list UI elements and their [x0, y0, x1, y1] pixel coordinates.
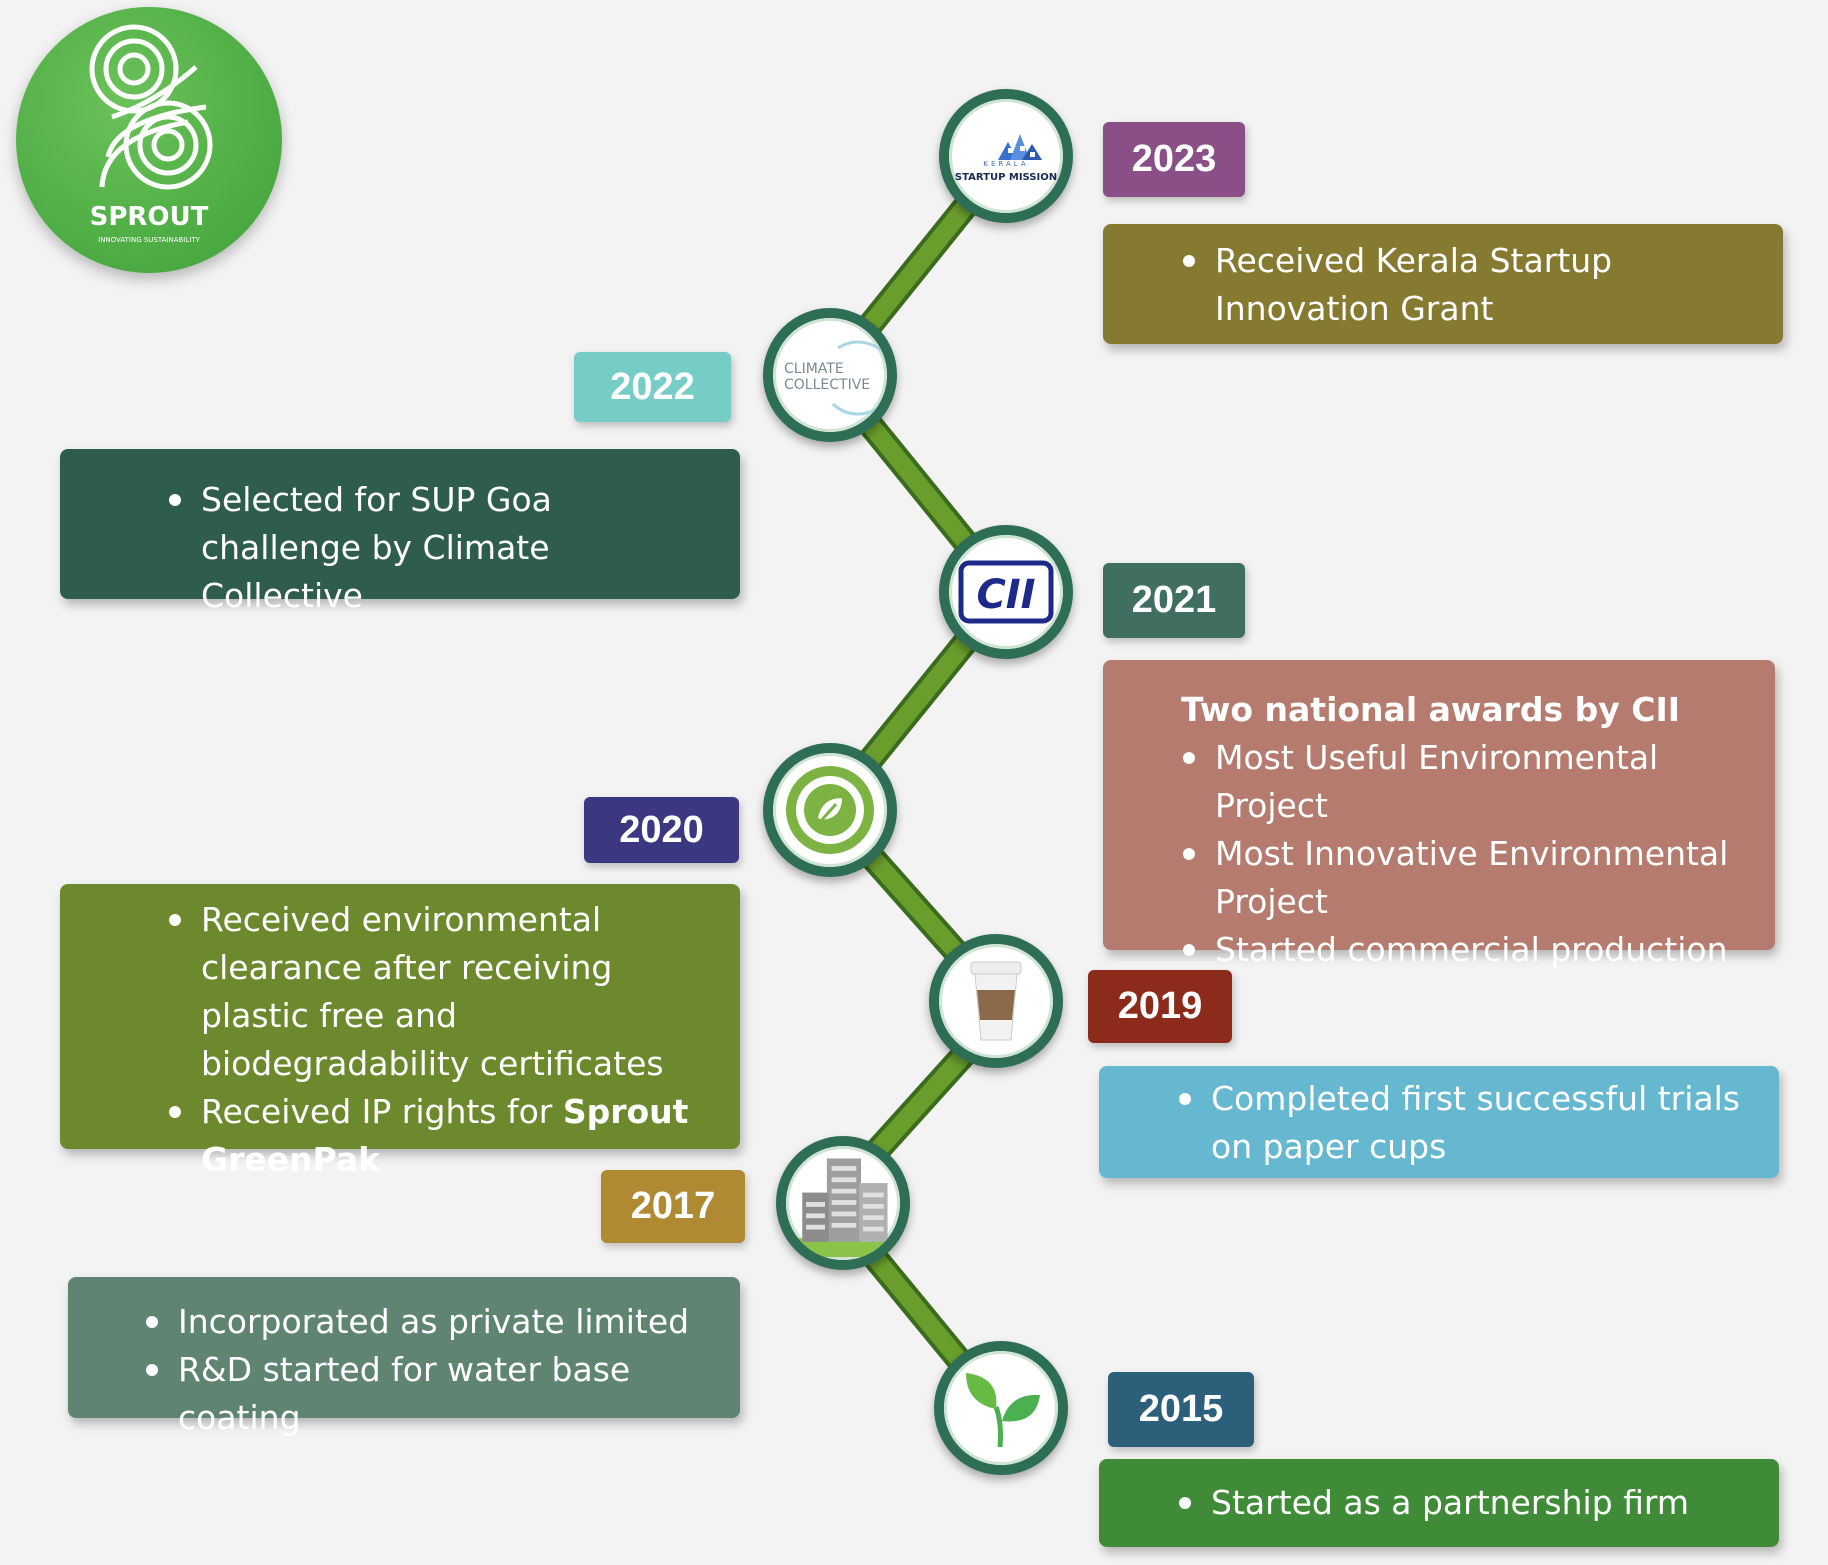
- node-2023: KERALA STARTUP MISSION: [939, 89, 1073, 223]
- kerala-startup-mission-icon: [998, 134, 1042, 160]
- event-item: Started commercial production: [1181, 926, 1755, 974]
- climate-collective-caption: CLIMATE COLLECTIVE: [784, 361, 871, 393]
- cii-logo-icon: CII: [958, 560, 1054, 624]
- event-box-2022: Selected for SUP Goa challenge by Climat…: [60, 449, 740, 615]
- paper-cup-icon: [970, 961, 1022, 1041]
- node-2022: CLIMATE COLLECTIVE: [763, 308, 897, 442]
- event-item: Most Useful Environmental Project: [1181, 734, 1755, 830]
- svg-text:CII: CII: [976, 572, 1035, 618]
- event-box-2017: Incorporated as private limited R&D star…: [68, 1277, 740, 1437]
- event-item: Received Kerala Startup Innovation Grant: [1181, 237, 1763, 333]
- event-item: Incorporated as private limited: [144, 1298, 730, 1346]
- year-badge-2020: 2020: [584, 797, 739, 863]
- node-2020: [763, 743, 897, 877]
- sprout-logo: SPROUT INNOVATING SUSTAINABILITY: [16, 7, 282, 273]
- sprout-leaves-icon: [966, 1373, 1040, 1448]
- event-item: Completed first successful trials on pap…: [1177, 1075, 1759, 1171]
- year-badge-2021: 2021: [1103, 563, 1245, 638]
- year-badge-2023: 2023: [1103, 122, 1245, 197]
- node-2019: [929, 934, 1063, 1068]
- event-item: Received environmental clearance after r…: [167, 896, 720, 1088]
- node-2021: CII: [939, 525, 1073, 659]
- event-box-2020: Received environmental clearance after r…: [60, 884, 740, 1179]
- event-item: Started as a partnership firm: [1177, 1479, 1759, 1527]
- event-item: Selected for SUP Goa challenge by Climat…: [167, 476, 720, 620]
- event-item: Most Innovative Environmental Project: [1181, 830, 1755, 926]
- event-heading: Two national awards by CII: [1181, 690, 1681, 729]
- year-badge-2015: 2015: [1108, 1372, 1254, 1447]
- year-badge-2017: 2017: [601, 1170, 745, 1243]
- office-building-icon: [789, 1158, 897, 1257]
- event-box-2015: Started as a partnership firm: [1099, 1459, 1779, 1547]
- event-box-2023: Received Kerala Startup Innovation Grant: [1103, 224, 1783, 344]
- year-badge-2022: 2022: [574, 352, 731, 422]
- logo-tagline: INNOVATING SUSTAINABILITY: [98, 236, 200, 244]
- biodegradable-badge-icon: [786, 766, 874, 854]
- year-badge-2019: 2019: [1088, 970, 1232, 1043]
- event-box-2019: Completed first successful trials on pap…: [1099, 1066, 1779, 1178]
- event-box-2021: Two national awards by CII Most Useful E…: [1103, 660, 1775, 969]
- node-2017: [776, 1136, 910, 1270]
- sprout-swirl-icon: [89, 24, 213, 190]
- logo-name: SPROUT: [89, 202, 209, 232]
- ksm-small-text: KERALA: [983, 160, 1029, 168]
- brand-name: Sprout GreenPak: [201, 1092, 689, 1179]
- event-item: R&D started for water base coating: [144, 1346, 730, 1442]
- ksm-caption: STARTUP MISSION: [954, 172, 1058, 183]
- event-item: Received IP rights for Sprout GreenPak: [167, 1088, 720, 1184]
- climate-collective-arc-icon: [831, 340, 887, 416]
- node-2015: [934, 1341, 1068, 1475]
